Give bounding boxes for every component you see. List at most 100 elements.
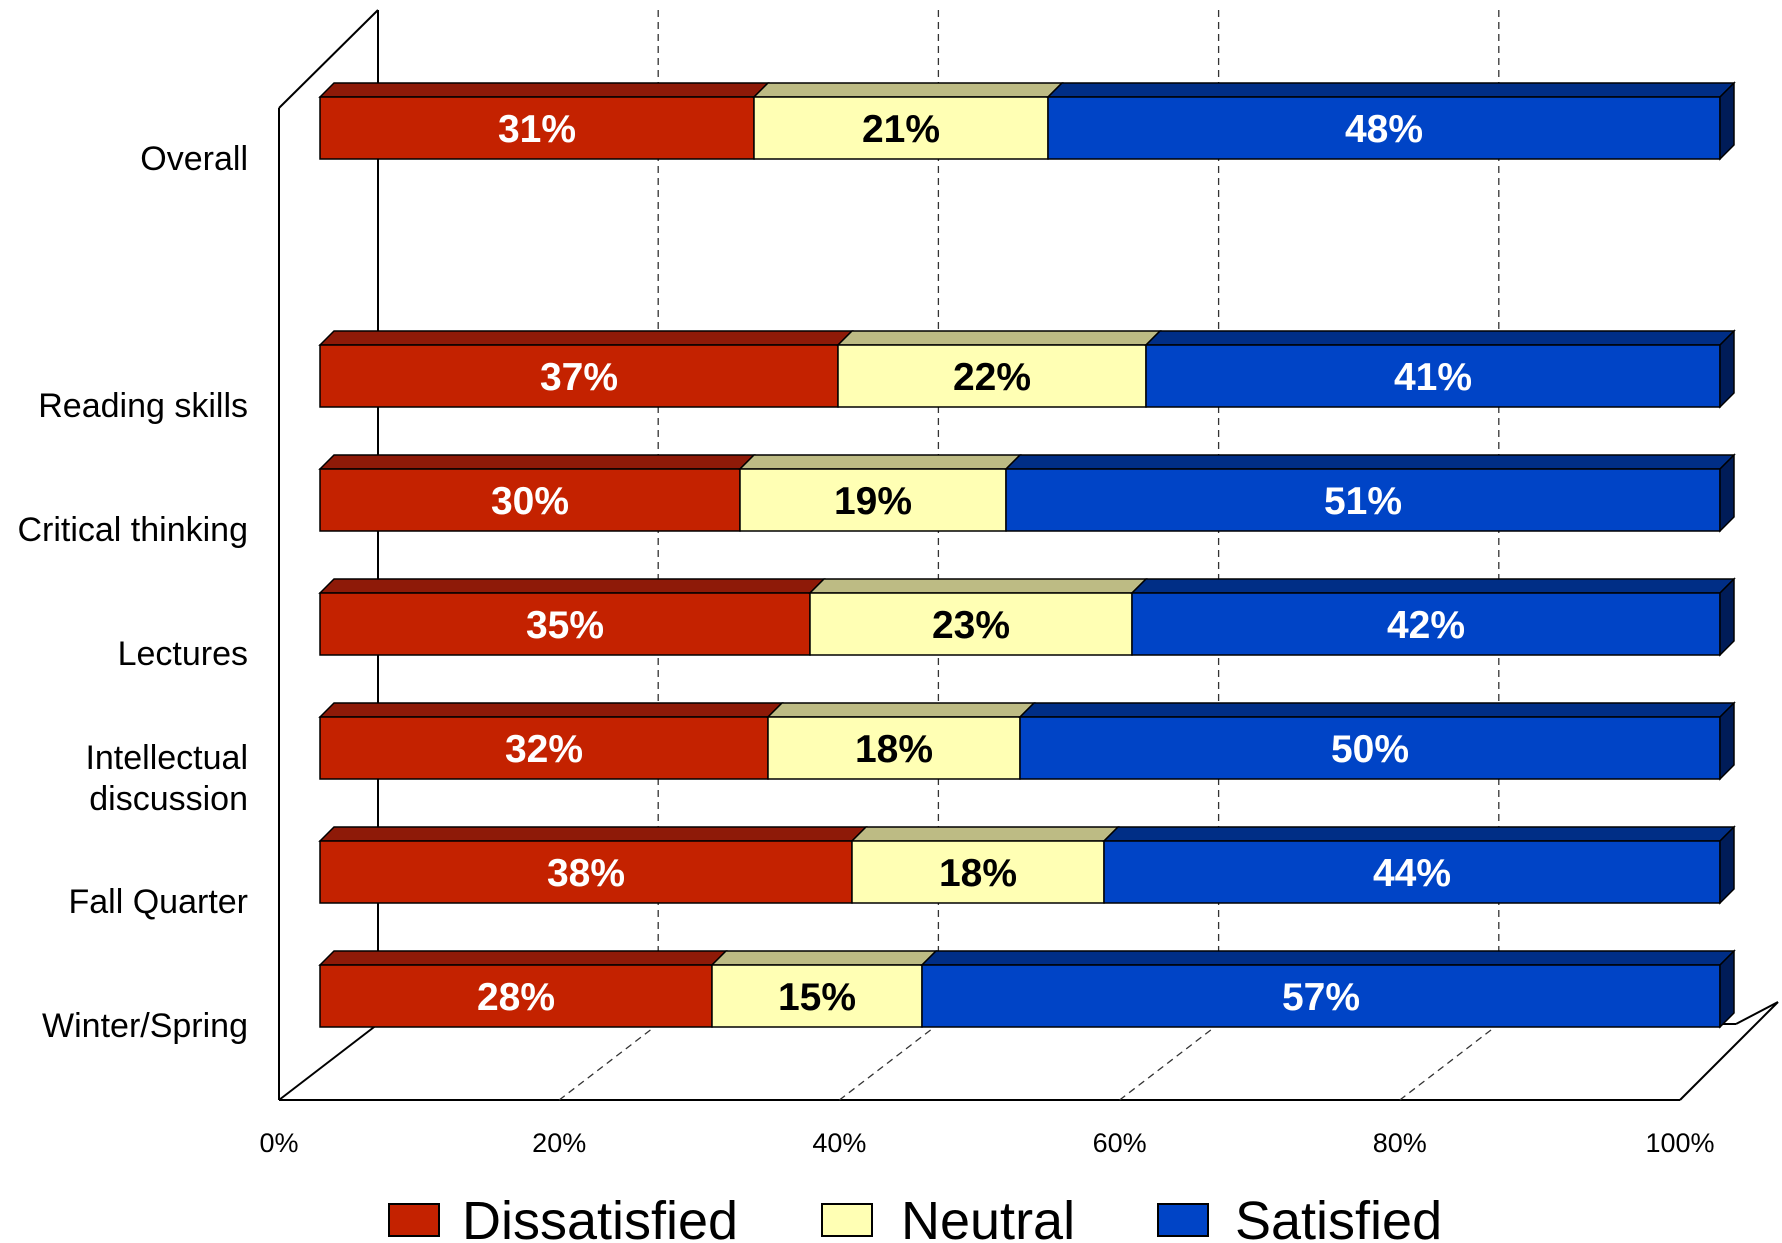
floor-left-edge	[278, 1023, 379, 1101]
bar-segment-satisfied	[1005, 468, 1721, 532]
bar-top-dissatisfied	[318, 578, 826, 594]
bar-segment-neutral	[753, 96, 1049, 160]
data-label: 23%	[932, 604, 1010, 647]
bar-group: 32% 18% 50%	[318, 701, 1736, 781]
category-label: Intellectual	[85, 739, 248, 777]
legend-swatch-neutral	[821, 1203, 873, 1237]
floor-right-edge	[1679, 1001, 1779, 1101]
legend-label-satisfied: Satisfied	[1235, 1191, 1442, 1243]
bar-segment-satisfied	[1047, 96, 1721, 160]
gridline-floor-1	[558, 1023, 659, 1101]
data-label: 28%	[477, 976, 555, 1019]
bar-segment-dissatisfied	[319, 964, 713, 1028]
category-label: Winter/Spring	[42, 1007, 248, 1045]
data-label: 57%	[1282, 976, 1360, 1019]
bar-side	[1719, 329, 1735, 409]
data-label: 41%	[1394, 356, 1472, 399]
category-label: Critical thinking	[17, 511, 248, 549]
x-tick-label: 100%	[1645, 1128, 1714, 1158]
data-label: 50%	[1331, 728, 1409, 771]
bar-group: 30% 19% 51%	[318, 453, 1736, 533]
bar-top-dissatisfied	[318, 826, 868, 842]
bar-segment-satisfied	[1131, 592, 1721, 656]
gridline-floor-4	[1399, 1023, 1500, 1101]
category-label: discussion	[89, 780, 248, 818]
bar-side	[1719, 949, 1735, 1029]
x-tick-label: 40%	[812, 1128, 866, 1158]
gridlines	[558, 10, 1500, 1101]
category-labels: Overall Reading skills Critical thinking Le…	[17, 140, 248, 1045]
bar-side	[1719, 577, 1735, 657]
category-label: Fall Quarter	[69, 883, 249, 921]
category-label: Reading skills	[38, 387, 248, 425]
bar-top-neutral	[850, 826, 1120, 842]
bar-side	[1719, 453, 1735, 533]
bar-segment-dissatisfied	[319, 840, 853, 904]
bar-group: 35% 23% 42%	[318, 577, 1736, 657]
category-label: Overall	[140, 140, 248, 178]
data-label: 18%	[939, 852, 1017, 895]
bar-top-dissatisfied	[318, 330, 854, 346]
bar-group: 28% 15% 57%	[318, 949, 1736, 1029]
bar-top-satisfied	[1046, 82, 1736, 98]
bar-top-satisfied	[920, 950, 1736, 966]
chart-frame	[278, 9, 1779, 1101]
data-label: 42%	[1387, 604, 1465, 647]
bar-side	[1719, 701, 1735, 781]
x-tick-label: 80%	[1373, 1128, 1427, 1158]
category-label: Lectures	[118, 635, 248, 673]
bar-top-neutral	[710, 950, 938, 966]
bar-segment-neutral	[739, 468, 1007, 532]
bar-top-satisfied	[1004, 454, 1736, 470]
bar-top-satisfied	[1102, 826, 1736, 842]
data-label: 35%	[526, 604, 604, 647]
legend-swatch-satisfied	[1157, 1203, 1209, 1237]
x-tick-label: 0%	[259, 1128, 298, 1158]
bar-top-dissatisfied	[318, 950, 728, 966]
bar-segment-dissatisfied	[319, 592, 811, 656]
bar-group: 31% 21% 48%	[318, 81, 1736, 161]
bar-top-satisfied	[1144, 330, 1736, 346]
bar-segment-satisfied	[1103, 840, 1721, 904]
bar-top-neutral	[836, 330, 1162, 346]
bar-top-satisfied	[1130, 578, 1736, 594]
bar-group: 37% 22% 41%	[318, 329, 1736, 409]
data-label: 21%	[862, 108, 940, 151]
data-label: 15%	[778, 976, 856, 1019]
bar-side	[1719, 81, 1735, 161]
data-label: 22%	[953, 356, 1031, 399]
bar-top-dissatisfied	[318, 702, 784, 718]
data-label: 51%	[1324, 480, 1402, 523]
data-label: 31%	[498, 108, 576, 151]
data-label: 30%	[491, 480, 569, 523]
legend-label-dissatisfied: Dissatisfied	[462, 1191, 738, 1243]
bar-segment-neutral	[837, 344, 1147, 408]
bar-segment-satisfied	[921, 964, 1721, 1028]
bar-segment-dissatisfied	[319, 344, 839, 408]
data-label: 38%	[547, 852, 625, 895]
legend-label-neutral: Neutral	[901, 1191, 1075, 1243]
bar-segment-neutral	[711, 964, 923, 1028]
bar-segment-satisfied	[1019, 716, 1721, 780]
bar-top-neutral	[738, 454, 1022, 470]
x-tick-label: 20%	[532, 1128, 586, 1158]
data-label: 18%	[855, 728, 933, 771]
bar-segment-neutral	[809, 592, 1133, 656]
bar-top-neutral	[752, 82, 1064, 98]
data-label: 19%	[834, 480, 912, 523]
bar-segment-dissatisfied	[319, 468, 741, 532]
bar-top-neutral	[766, 702, 1036, 718]
bar-side	[1719, 825, 1735, 905]
gridline-floor-2	[839, 1023, 939, 1101]
data-label: 32%	[505, 728, 583, 771]
wall-top-edge	[278, 9, 379, 109]
bar-top-neutral	[808, 578, 1148, 594]
bar-group: 38% 18% 44%	[318, 825, 1736, 905]
legend: Dissatisfied Neutral Satisfied	[388, 1191, 1442, 1243]
bar-top-dissatisfied	[318, 454, 756, 470]
bar-segment-dissatisfied	[319, 716, 769, 780]
bar-top-satisfied	[1018, 702, 1736, 718]
x-tick-label: 60%	[1093, 1128, 1147, 1158]
bar-segment-satisfied	[1145, 344, 1721, 408]
